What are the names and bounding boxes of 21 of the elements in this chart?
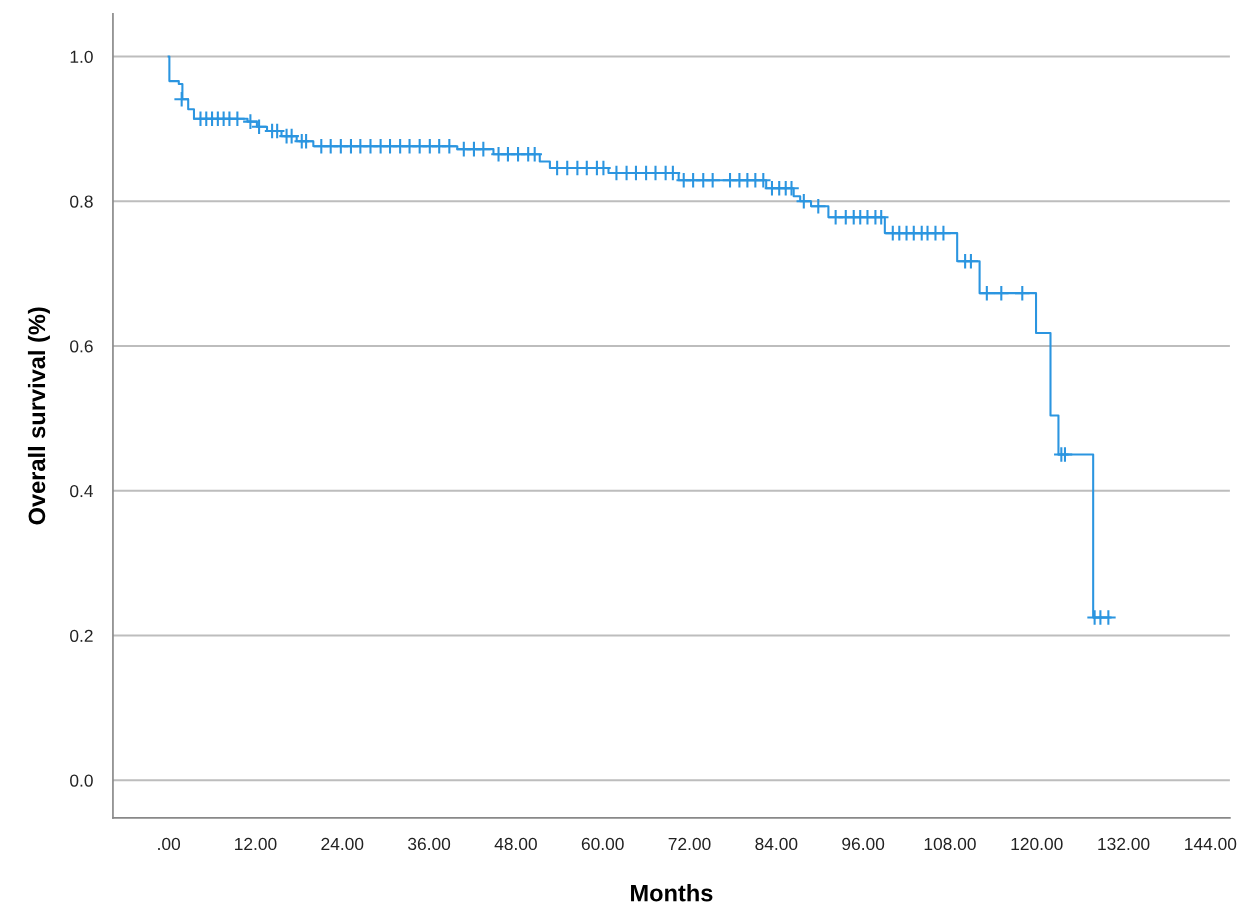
x-tick-label: 132.00 <box>1098 837 1150 851</box>
x-tick-label: 108.00 <box>924 837 976 851</box>
x-tick-label: 120.00 <box>1011 837 1063 851</box>
y-axis-title: Overall survival (%) <box>27 307 50 525</box>
y-tick-label: 0.0 <box>70 774 93 787</box>
x-tick-label: 72.00 <box>668 837 711 851</box>
x-tick-label: 48.00 <box>494 837 537 851</box>
x-tick-label: 84.00 <box>755 837 798 851</box>
x-tick-label: 144.00 <box>1185 837 1237 851</box>
y-tick-label: 0.6 <box>70 340 93 353</box>
x-axis-title: Months <box>631 884 713 902</box>
x-tick-label: 96.00 <box>842 837 885 851</box>
x-tick-label: 60.00 <box>581 837 624 851</box>
x-tick-label: .00 <box>158 837 181 851</box>
x-tick-label: 24.00 <box>321 837 364 851</box>
y-tick-label: 0.4 <box>70 484 93 498</box>
y-tick-label: 0.2 <box>70 629 93 642</box>
x-tick-label: 12.00 <box>235 837 277 851</box>
y-tick-label: 0.8 <box>70 195 93 208</box>
x-tick-label: 36.00 <box>408 837 451 851</box>
y-tick-label: 1.0 <box>70 50 93 63</box>
